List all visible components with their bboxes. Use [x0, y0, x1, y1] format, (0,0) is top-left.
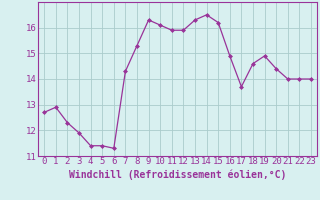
X-axis label: Windchill (Refroidissement éolien,°C): Windchill (Refroidissement éolien,°C) — [69, 169, 286, 180]
